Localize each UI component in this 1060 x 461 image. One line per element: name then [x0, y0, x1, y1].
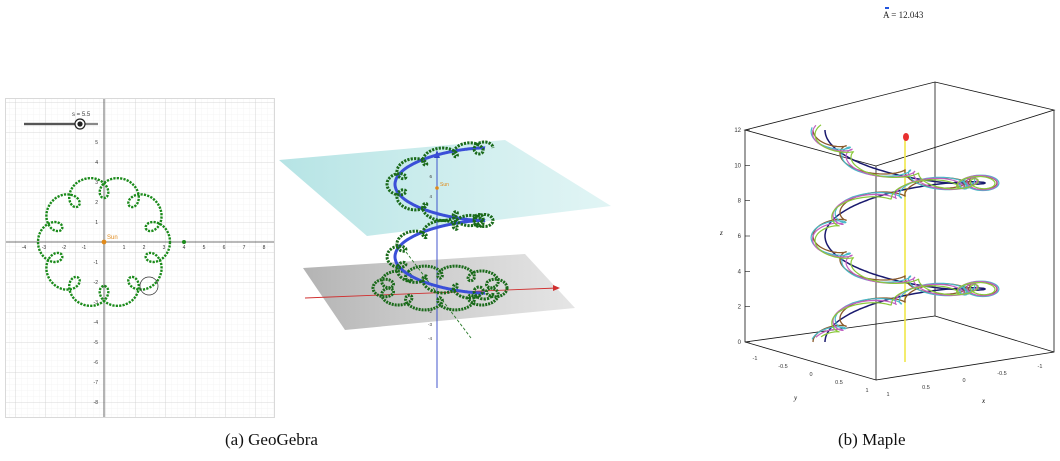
parameter-value: A = 12.043 [883, 10, 924, 20]
x-tick-label: 2 [143, 245, 146, 251]
y-tick-label: -6 [94, 360, 99, 366]
x-tick-label: -4 [22, 245, 27, 251]
x-axis-label: x [981, 397, 986, 405]
x-tick-label: -1 [82, 245, 87, 251]
y-tick-label: 1 [865, 388, 868, 394]
sun-point[interactable] [101, 239, 107, 245]
z-tick-label: 6 [429, 174, 432, 179]
z-tick-label: 4 [429, 194, 432, 199]
y-tick-label: -0.5 [778, 364, 787, 370]
maple-parameter-label: A = 12.043 [879, 7, 924, 20]
x-tick-label: 0 [962, 378, 965, 384]
moon-circle [139, 276, 159, 296]
planet-helix-curve [385, 140, 495, 301]
y-tick-label: -1 [94, 260, 99, 266]
geogebra-3d-view[interactable]: 6 4 2 -2 -3 -4 Sun [275, 98, 615, 418]
sun-helix-curve [393, 146, 486, 295]
z-tick-label: -2 [428, 309, 432, 314]
z-tick-label: 6 [738, 234, 742, 240]
x-tick-label: -1 [1038, 364, 1043, 370]
sun-helix [824, 130, 986, 342]
caption-geogebra: (a) GeoGebra [225, 430, 318, 449]
y-tick-label: -2 [94, 280, 99, 286]
graphics-3d-canvas[interactable]: 642-2-3-4 Sun [275, 98, 615, 418]
text-cursor [885, 7, 889, 9]
sun-label: Sun [107, 235, 118, 241]
z-tick-label: -4 [428, 336, 432, 341]
y-tick-label: -5 [94, 340, 99, 346]
planet-trace-magenta [811, 124, 999, 338]
earth-point[interactable] [182, 240, 186, 244]
x-tick-label: 0.5 [922, 385, 930, 391]
grid [6, 99, 274, 417]
x-tick-label: 8 [263, 245, 266, 251]
x-tick-label: 1 [886, 392, 889, 398]
slider-handle-dot [77, 121, 83, 127]
x-tick-label: -3 [42, 245, 47, 251]
x-tick-label: -0.5 [997, 371, 1006, 377]
planet-orbit-ring [371, 264, 509, 312]
x-tick-label: 1 [123, 245, 126, 251]
z-tick-label: 0 [738, 340, 742, 346]
y-tick-label: 5 [95, 140, 98, 146]
x-tick-label: 4 [183, 245, 186, 251]
maple-plot-canvas[interactable]: 12 10 8 6 4 2 0 -1 -0.5 0 0.5 1 1 0.5 0 -0.5 -1 z y x [700, 80, 1060, 420]
geogebra-graphics-view[interactable]: -4 -3 -2 -1 1 2 3 4 5 6 7 8 5 4 3 2 1 -1 -2 -3 -4 -5 -6 -7 -8 s… [5, 98, 275, 418]
y-tick-label: 0 [809, 372, 812, 378]
z-tick-label: 12 [734, 128, 741, 134]
x-axis-arrow [553, 285, 560, 291]
planet-trace-lime [814, 124, 996, 338]
graphics-2d-canvas[interactable]: -4 -3 -2 -1 1 2 3 4 5 6 7 8 5 4 3 2 1 -1 -2 -3 -4 -5 -6 -7 -8 s… [6, 99, 275, 418]
y-tick-label: 0.5 [835, 380, 843, 386]
y-tick-label: 2 [95, 200, 98, 206]
y-axis-label: y [793, 394, 798, 402]
y-axis-ticks: -1 -0.5 0 0.5 1 [753, 356, 869, 394]
upper-plane [279, 140, 611, 236]
planet-orbit-curve [36, 177, 172, 307]
y-tick-label: -1 [753, 356, 758, 362]
slider-label: s = 5.5 [72, 112, 91, 118]
y-tick-label: -3 [94, 300, 99, 306]
z-axis-ticks: 12 10 8 6 4 2 0 [734, 128, 750, 346]
x-tick-label: 5 [203, 245, 206, 251]
x-tick-label: 7 [243, 245, 246, 251]
z-tick-label: 8 [738, 199, 742, 205]
maple-3d-plot[interactable]: 12 10 8 6 4 2 0 -1 -0.5 0 0.5 1 1 0.5 0 -0.5 -1 z y x [700, 80, 1060, 420]
sun-label-3d: Sun [440, 182, 449, 188]
z-axis-label: z [719, 229, 723, 237]
sun-point-3d[interactable] [435, 186, 439, 190]
x-tick-label: 3 [163, 245, 166, 251]
y-tick-label: 3 [95, 180, 98, 186]
z-tick-label: -3 [428, 322, 432, 327]
z-tick-label: 4 [738, 269, 742, 275]
x-tick-label: 6 [223, 245, 226, 251]
x-axis-tick-labels: -4 -3 -2 -1 1 2 3 4 5 6 7 8 [22, 245, 266, 251]
y-tick-label: -4 [94, 320, 99, 326]
y-tick-label: -7 [94, 380, 99, 386]
z-tick-label: 10 [734, 163, 741, 169]
bounding-box [743, 81, 1056, 381]
y-tick-label: 4 [95, 160, 98, 166]
x-axis-ticks: 1 0.5 0 -0.5 -1 [886, 364, 1042, 398]
current-position-marker [903, 133, 909, 141]
y-tick-label: -8 [94, 400, 99, 406]
caption-maple: (b) Maple [838, 430, 906, 449]
y-axis-tick-labels: 5 4 3 2 1 -1 -2 -3 -4 -5 -6 -7 -8 [94, 140, 99, 406]
y-tick-label: 1 [95, 220, 98, 226]
z-tick-label: 2 [738, 305, 742, 311]
x-axis-3d [304, 287, 558, 299]
x-tick-label: -2 [62, 245, 67, 251]
